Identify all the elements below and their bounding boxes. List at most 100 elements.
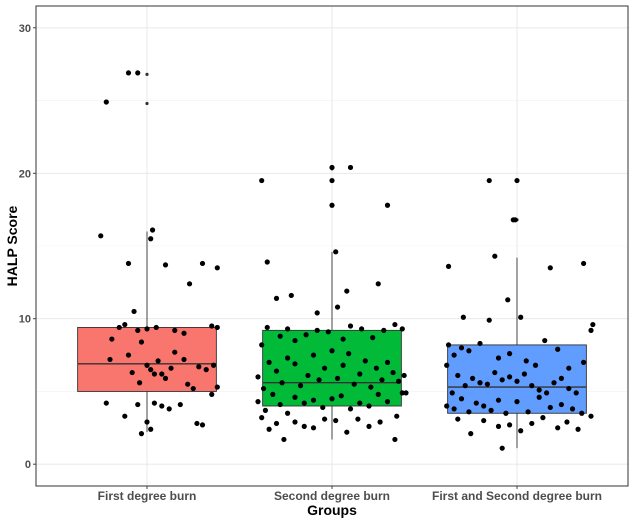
- data-point: [320, 404, 326, 411]
- box-1: [77, 72, 217, 433]
- data-point: [579, 410, 585, 416]
- y-tick-label: 10: [19, 314, 31, 326]
- data-point: [588, 327, 594, 333]
- data-point: [277, 401, 283, 408]
- data-point: [444, 403, 450, 409]
- data-point: [366, 423, 372, 429]
- data-point: [322, 416, 328, 422]
- data-point: [351, 381, 357, 387]
- data-point: [581, 359, 587, 365]
- data-point: [159, 371, 165, 377]
- data-point: [381, 327, 387, 333]
- data-point: [260, 385, 267, 392]
- data-point: [266, 426, 272, 432]
- data-point: [569, 406, 576, 412]
- data-point: [329, 396, 335, 402]
- data-point: [514, 399, 520, 405]
- data-point: [144, 362, 150, 368]
- data-point: [445, 263, 452, 269]
- data-point: [288, 292, 294, 299]
- data-point: [566, 385, 572, 392]
- x-tick-label: First degree burn: [98, 489, 197, 503]
- data-point: [581, 260, 587, 267]
- data-point: [499, 377, 505, 383]
- data-point: [518, 314, 524, 320]
- data-point: [103, 99, 109, 105]
- data-point: [540, 415, 546, 421]
- data-point: [259, 177, 265, 184]
- x-tick-label: Second degree burn: [274, 489, 390, 503]
- data-point: [399, 390, 405, 396]
- data-point: [322, 365, 328, 371]
- y-axis-title: HALP Score: [4, 205, 20, 286]
- data-point: [340, 336, 346, 342]
- data-point: [458, 345, 465, 351]
- data-point: [359, 326, 365, 332]
- y-tick-label: 20: [19, 168, 31, 180]
- data-point: [172, 349, 178, 355]
- jitter-points: [98, 70, 596, 451]
- data-point: [144, 419, 150, 425]
- data-point: [347, 323, 354, 329]
- data-point: [196, 364, 202, 370]
- data-point: [484, 381, 490, 387]
- data-point: [462, 383, 468, 389]
- data-point: [125, 260, 132, 267]
- data-point: [392, 321, 398, 328]
- data-point: [355, 416, 361, 422]
- data-point: [573, 390, 579, 396]
- data-point: [455, 372, 461, 379]
- data-point: [155, 358, 161, 364]
- data-point: [135, 327, 141, 333]
- data-point: [172, 327, 178, 333]
- data-point: [477, 380, 483, 386]
- data-point: [444, 362, 450, 368]
- data-point: [203, 367, 209, 373]
- data-point: [368, 384, 374, 390]
- data-point: [148, 426, 154, 432]
- data-point: [525, 409, 531, 415]
- data-point: [362, 358, 368, 364]
- data-point: [329, 348, 335, 354]
- data-point: [125, 70, 132, 76]
- data-point: [214, 265, 220, 271]
- outlier-point: [145, 72, 149, 76]
- data-point: [384, 399, 391, 405]
- outlier-point: [145, 101, 149, 106]
- data-point: [344, 429, 350, 435]
- data-point: [488, 407, 494, 413]
- data-point: [390, 369, 396, 376]
- data-point: [495, 355, 502, 361]
- data-point: [333, 249, 339, 255]
- data-point: [512, 217, 518, 223]
- data-point: [588, 413, 594, 419]
- data-point: [125, 352, 132, 358]
- data-point: [334, 375, 341, 381]
- data-point: [281, 436, 287, 443]
- data-point: [144, 326, 150, 332]
- data-point: [547, 404, 553, 411]
- data-point: [481, 403, 487, 409]
- data-point: [255, 399, 261, 405]
- data-point: [507, 422, 513, 428]
- data-point: [292, 361, 298, 367]
- data-point: [379, 377, 385, 383]
- data-point: [214, 324, 220, 331]
- data-point: [273, 295, 280, 301]
- x-tick-label: First and Second degree burn: [432, 489, 602, 503]
- data-point: [477, 340, 483, 347]
- data-point: [181, 330, 187, 336]
- data-point: [370, 335, 376, 341]
- data-point: [194, 420, 200, 427]
- data-point: [544, 390, 550, 396]
- data-point: [285, 326, 291, 332]
- data-point: [499, 445, 505, 451]
- data-point: [129, 369, 135, 376]
- data-point: [481, 417, 487, 424]
- data-point: [148, 367, 154, 373]
- data-point: [375, 281, 381, 287]
- data-point: [166, 406, 172, 412]
- data-point: [301, 400, 307, 406]
- data-point: [460, 314, 466, 320]
- data-point: [292, 419, 298, 425]
